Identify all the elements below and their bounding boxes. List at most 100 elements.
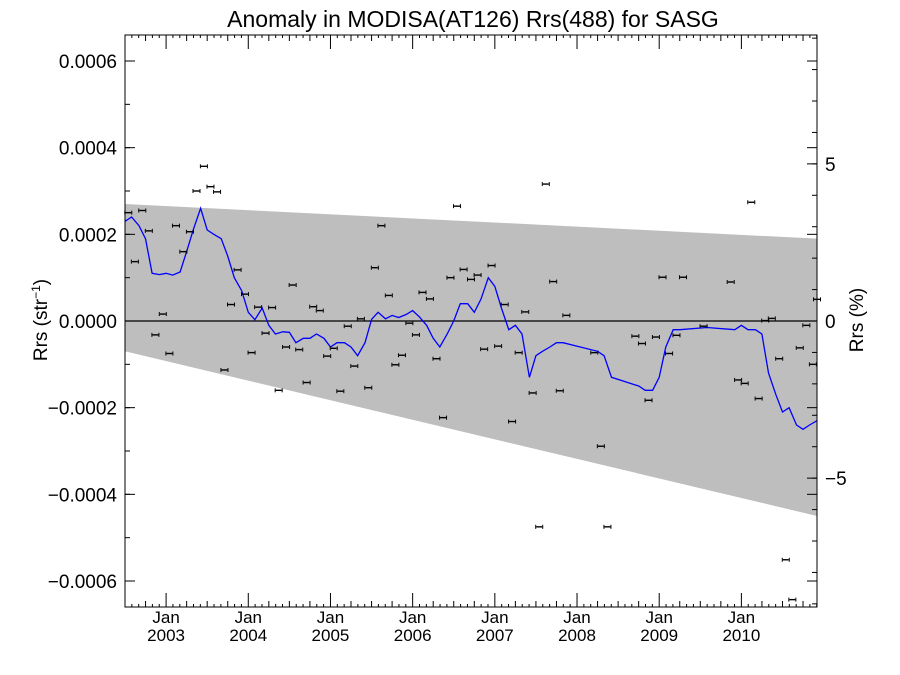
data-point (651, 335, 660, 340)
data-point (432, 356, 441, 361)
data-point (171, 223, 180, 228)
data-point (672, 333, 681, 338)
data-point (603, 524, 612, 529)
data-point (138, 208, 147, 213)
chart-title: Anomaly in MODISA(AT126) Rrs(488) for SA… (227, 6, 719, 32)
anomaly-line (124, 206, 818, 431)
data-point (453, 204, 462, 209)
data-point (658, 275, 667, 280)
data-point (336, 389, 345, 394)
data-point (494, 344, 503, 349)
data-point (808, 362, 817, 367)
data-point (521, 309, 530, 314)
data-point (377, 223, 386, 228)
data-point (179, 249, 188, 254)
data-point (631, 334, 640, 339)
data-point (596, 444, 605, 449)
data-point (261, 331, 270, 336)
data-point (767, 316, 776, 321)
data-point (679, 275, 688, 280)
data-point (185, 229, 194, 234)
data-point (535, 524, 544, 529)
axes: 0.0006 0.0004 0.0002 0.0000 −0.0002 −0.0004 −0… (48, 35, 847, 645)
data-point (397, 353, 406, 358)
x-tick-label-month: Jan (235, 608, 262, 627)
x-tick-label-month: Jan (152, 608, 179, 627)
y-axis-right-label: Rrs (%) (847, 288, 868, 352)
data-point (459, 267, 468, 272)
data-point (480, 347, 489, 352)
data-point (514, 350, 523, 355)
data-point (665, 351, 674, 356)
data-point (192, 189, 201, 193)
x-tick-label-year: 2009 (640, 626, 678, 645)
data-point (247, 350, 256, 355)
x-tick-label-month: Jan (317, 608, 344, 627)
data-point (391, 362, 400, 367)
x-tick-label-year: 2008 (558, 626, 596, 645)
data-point (165, 351, 174, 356)
y-tick-label-left: 0.0006 (59, 52, 117, 73)
data-point (364, 385, 373, 390)
data-point (302, 380, 311, 385)
data-point (384, 293, 393, 298)
uncertainty-band (125, 204, 817, 516)
data-point (370, 265, 379, 270)
data-point (699, 324, 708, 329)
data-point (467, 277, 475, 282)
y-tick-label-right: 5 (825, 155, 836, 176)
y-tick-label-left: 0.0004 (59, 139, 118, 160)
data-point (405, 321, 414, 326)
anomaly-line-series (124, 206, 818, 431)
data-point (240, 292, 249, 297)
data-point (158, 312, 167, 317)
data-point (309, 304, 318, 309)
data-point (549, 279, 558, 284)
y-tick-label-left: −0.0002 (48, 399, 117, 420)
data-point (323, 354, 332, 359)
y-tick-label-right: 0 (825, 312, 836, 333)
data-point (439, 415, 448, 420)
x-tick-label-month: Jan (645, 608, 672, 627)
data-point (288, 283, 297, 288)
x-tick-label-year: 2004 (229, 626, 267, 645)
data-point (726, 280, 735, 284)
data-point (220, 367, 229, 372)
data-point (411, 332, 420, 337)
data-point (151, 332, 160, 337)
x-tick-label-year: 2006 (394, 626, 432, 645)
data-point (555, 388, 564, 393)
data-point (487, 263, 496, 268)
data-point (473, 273, 482, 278)
data-point (500, 302, 509, 307)
data-point (199, 164, 208, 169)
data-point (315, 308, 324, 313)
data-point (781, 557, 790, 562)
y-tick-label-left: 0.0002 (59, 225, 117, 246)
data-point (562, 313, 571, 318)
data-point (747, 200, 756, 205)
data-point (295, 347, 304, 352)
data-point (740, 381, 749, 386)
data-point (206, 184, 215, 189)
data-point (788, 597, 797, 602)
data-point (213, 189, 222, 194)
y-tick-label-right: −5 (825, 469, 847, 490)
data-point (350, 364, 359, 369)
data-point (418, 290, 427, 295)
x-tick-label-year: 2010 (722, 626, 760, 645)
y-axis-left-label: Rrs (str−1) (29, 279, 52, 361)
data-point (274, 388, 283, 393)
data-point (528, 390, 537, 395)
anomaly-points-series (124, 164, 821, 602)
data-point (795, 345, 804, 350)
data-point (754, 396, 763, 401)
data-point (282, 345, 291, 349)
data-point (590, 350, 599, 355)
data-point (802, 323, 811, 328)
data-point (343, 324, 352, 329)
data-point (775, 356, 784, 361)
data-point (734, 377, 743, 382)
x-tick-label-year: 2007 (476, 626, 514, 645)
data-point (356, 316, 365, 321)
